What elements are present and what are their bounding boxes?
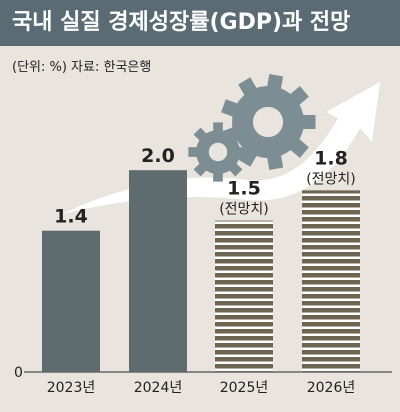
bar-2025년 bbox=[215, 220, 273, 372]
y-tick-label-zero: 0 bbox=[14, 365, 23, 381]
x-tick-label: 2023년 bbox=[47, 380, 96, 396]
bar-2023년 bbox=[42, 230, 100, 372]
x-tick-label: 2026년 bbox=[307, 380, 356, 396]
value-label: 1.4 bbox=[54, 206, 88, 228]
x-tick-label: 2024년 bbox=[134, 380, 183, 396]
forecast-label: (전망치) bbox=[306, 171, 356, 187]
chart-title: 국내 실질 경제성장률(GDP)과 전망 bbox=[0, 0, 400, 46]
unit-source-label: (단위: %) 자료: 한국은행 bbox=[12, 60, 152, 75]
forecast-label: (전망치) bbox=[219, 202, 269, 218]
bar-2024년 bbox=[129, 170, 187, 372]
value-label: 1.5 bbox=[227, 178, 261, 200]
value-label: 2.0 bbox=[141, 145, 175, 167]
gear-icon bbox=[188, 122, 248, 182]
gear-icon bbox=[221, 74, 316, 170]
arrow-icon bbox=[62, 82, 380, 214]
bar-2026년 bbox=[302, 190, 360, 372]
x-tick-label: 2025년 bbox=[220, 380, 269, 396]
value-label: 1.8 bbox=[314, 147, 348, 169]
